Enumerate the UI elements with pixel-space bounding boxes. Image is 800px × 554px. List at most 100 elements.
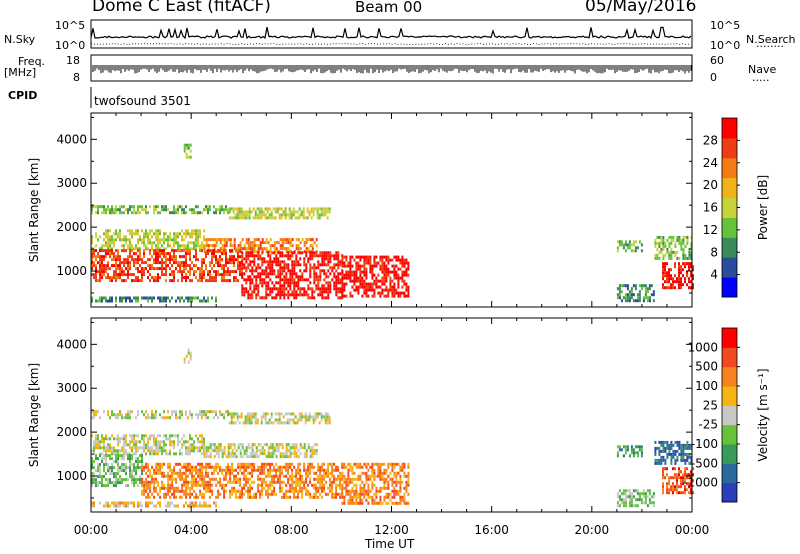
range-cell xyxy=(343,273,346,277)
range-cell xyxy=(201,440,203,444)
range-cell xyxy=(185,413,187,417)
range-cell xyxy=(227,211,229,215)
range-cell xyxy=(175,267,177,271)
range-cell xyxy=(624,249,627,253)
range-cell xyxy=(201,276,203,280)
range-cell xyxy=(205,449,208,453)
range-cell xyxy=(692,479,694,483)
range-cell xyxy=(185,486,188,490)
range-cell xyxy=(221,250,224,254)
range-cell xyxy=(207,296,209,300)
range-cell xyxy=(153,449,155,453)
range-cell xyxy=(191,477,194,481)
range-cell xyxy=(255,250,258,254)
range-cell xyxy=(313,281,316,285)
range-cell xyxy=(233,264,235,268)
range-cell xyxy=(197,229,199,233)
range-cell xyxy=(157,205,159,209)
range-cell xyxy=(341,486,344,490)
range-cell xyxy=(319,471,322,475)
range-cell xyxy=(191,480,194,484)
range-cell xyxy=(680,455,683,459)
range-cell xyxy=(169,232,171,236)
range-cell xyxy=(173,211,175,215)
range-cell xyxy=(355,267,358,271)
range-cell xyxy=(323,489,326,493)
range-cell xyxy=(391,462,394,466)
range-cell xyxy=(209,443,212,447)
range-cell xyxy=(141,273,143,277)
range-cell xyxy=(367,285,370,289)
range-cell xyxy=(349,462,352,466)
range-cell xyxy=(115,504,117,508)
range-cell xyxy=(223,267,225,271)
range-cell xyxy=(345,492,348,496)
range-cell xyxy=(618,240,621,244)
range-cell xyxy=(185,474,188,478)
range-cell xyxy=(351,285,354,289)
range-cell xyxy=(309,254,312,258)
range-cell xyxy=(371,294,374,298)
range-cell xyxy=(379,474,382,478)
range-cell xyxy=(303,241,306,245)
colorbar-frame xyxy=(721,327,738,503)
range-cell xyxy=(395,258,398,262)
range-cell xyxy=(95,249,97,253)
range-cell xyxy=(185,489,188,493)
range-cell xyxy=(183,434,185,438)
range-cell xyxy=(159,413,161,417)
range-cell xyxy=(129,475,131,479)
range-cell xyxy=(403,282,406,286)
range-cell xyxy=(237,261,239,265)
range-cell xyxy=(337,492,340,496)
range-cell xyxy=(225,483,228,487)
range-cell xyxy=(395,255,398,259)
range-cell xyxy=(229,244,232,248)
range-cell xyxy=(169,452,171,456)
range-cell xyxy=(169,258,171,262)
range-cell xyxy=(105,299,107,303)
range-cell xyxy=(672,488,674,492)
range-cell xyxy=(317,468,320,472)
freq-tick-bottom: 8 xyxy=(73,71,80,84)
range-cell xyxy=(137,449,139,453)
range-cell xyxy=(295,474,298,478)
range-cell xyxy=(229,455,232,459)
range-cell xyxy=(203,483,206,487)
range-cell xyxy=(107,501,109,505)
range-cell xyxy=(393,501,396,505)
range-cell xyxy=(203,270,205,274)
range-cell xyxy=(686,482,688,486)
range-cell xyxy=(313,486,316,490)
range-cell xyxy=(109,443,111,447)
range-cell xyxy=(165,270,167,274)
range-cell xyxy=(183,270,185,274)
range-cell xyxy=(278,213,281,217)
range-cell xyxy=(223,474,226,478)
range-cell xyxy=(121,469,123,473)
range-cell xyxy=(229,255,231,259)
range-cell xyxy=(678,262,680,266)
range-cell xyxy=(189,270,191,274)
range-cell xyxy=(143,296,145,300)
range-cell xyxy=(331,269,334,273)
range-cell xyxy=(207,480,210,484)
range-cell xyxy=(119,440,121,444)
range-cell xyxy=(286,412,289,416)
range-cell xyxy=(161,261,163,265)
range-cell xyxy=(167,480,170,484)
range-cell xyxy=(259,275,262,279)
range-cell xyxy=(365,255,368,259)
range-cell xyxy=(115,296,117,300)
range-cell xyxy=(127,255,129,259)
range-cell xyxy=(310,210,313,214)
range-cell xyxy=(353,258,356,262)
range-cell xyxy=(91,261,93,265)
range-cell xyxy=(255,446,258,450)
range-cell xyxy=(117,504,119,508)
range-cell xyxy=(351,498,354,502)
range-cell xyxy=(149,489,152,493)
range-cell xyxy=(295,495,298,499)
range-cell xyxy=(161,452,163,456)
range-cell xyxy=(179,249,181,253)
